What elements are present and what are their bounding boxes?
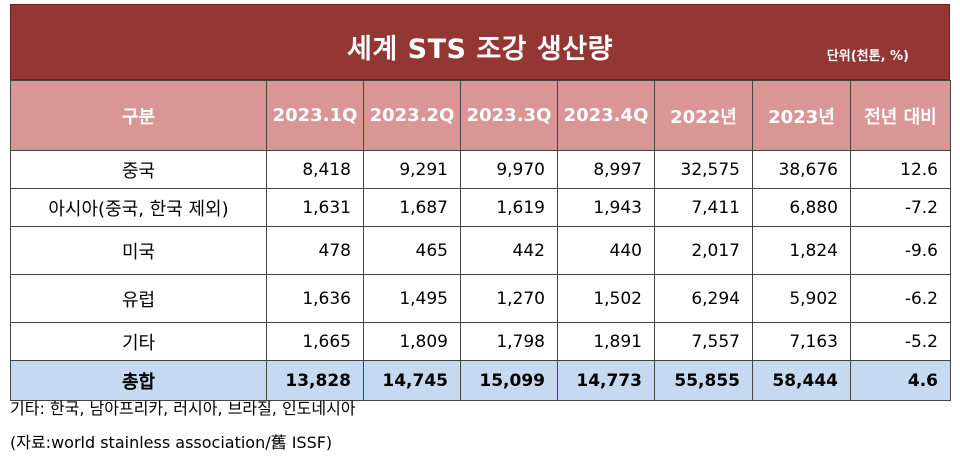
col-header-category: 구분 <box>10 80 267 151</box>
title-bar: 세계 STS 조강 생산량 단위(천톤, %) <box>10 4 950 80</box>
cell: 8,418 <box>266 150 364 189</box>
cell: 7,411 <box>654 188 753 227</box>
row-label: 중국 <box>10 150 267 189</box>
cell: 7,557 <box>654 322 753 361</box>
col-header-2022: 2022년 <box>654 80 753 151</box>
others-note: 기타: 한국, 남아프리카, 러시아, 브라질, 인도네시아 <box>10 399 356 418</box>
cell: 9,970 <box>460 150 558 189</box>
cell: 1,798 <box>460 322 558 361</box>
col-header-2023-3q: 2023.3Q <box>460 80 558 151</box>
cell: 1,631 <box>266 188 364 227</box>
col-header-2023-4q: 2023.4Q <box>557 80 655 151</box>
cell: 32,575 <box>654 150 753 189</box>
cell: 1,495 <box>363 274 461 323</box>
cell: 1,687 <box>363 188 461 227</box>
table-row: 중국 8,418 9,291 9,970 8,997 32,575 38,676… <box>10 150 951 189</box>
cell: -9.6 <box>850 226 951 275</box>
total-cell: 14,773 <box>557 360 655 401</box>
cell: 12.6 <box>850 150 951 189</box>
col-header-2023-1q: 2023.1Q <box>266 80 364 151</box>
cell: 1,824 <box>752 226 851 275</box>
cell: 478 <box>266 226 364 275</box>
total-cell: 14,745 <box>363 360 461 401</box>
row-label: 기타 <box>10 322 267 361</box>
col-header-2023-2q: 2023.2Q <box>363 80 461 151</box>
cell: 38,676 <box>752 150 851 189</box>
total-cell: 58,444 <box>752 360 851 401</box>
table-row: 아시아(중국, 한국 제외) 1,631 1,687 1,619 1,943 7… <box>10 188 951 227</box>
source-note: (자료:world stainless association/舊 ISSF) <box>10 433 333 452</box>
cell: 465 <box>363 226 461 275</box>
cell: -6.2 <box>850 274 951 323</box>
cell: 1,270 <box>460 274 558 323</box>
cell: 6,880 <box>752 188 851 227</box>
row-label: 유럽 <box>10 274 267 323</box>
cell: 8,997 <box>557 150 655 189</box>
table-title: 세계 STS 조강 생산량 <box>347 34 613 65</box>
cell: 1,619 <box>460 188 558 227</box>
production-table: 구분 2023.1Q 2023.2Q 2023.3Q 2023.4Q 2022년… <box>10 80 951 401</box>
cell: -5.2 <box>850 322 951 361</box>
cell: 1,636 <box>266 274 364 323</box>
footnotes: 기타: 한국, 남아프리카, 러시아, 브라질, 인도네시아 (자료:world… <box>10 392 356 458</box>
row-label: 아시아(중국, 한국 제외) <box>10 188 267 227</box>
total-cell: 15,099 <box>460 360 558 401</box>
row-label: 미국 <box>10 226 267 275</box>
cell: 1,809 <box>363 322 461 361</box>
total-cell: 55,855 <box>654 360 753 401</box>
cell: 1,943 <box>557 188 655 227</box>
cell: 1,665 <box>266 322 364 361</box>
cell: 9,291 <box>363 150 461 189</box>
unit-label: 단위(천톤, %) <box>826 49 909 64</box>
header-row: 구분 2023.1Q 2023.2Q 2023.3Q 2023.4Q 2022년… <box>10 80 951 151</box>
table-row: 유럽 1,636 1,495 1,270 1,502 6,294 5,902 -… <box>10 274 951 323</box>
cell: -7.2 <box>850 188 951 227</box>
col-header-2023: 2023년 <box>752 80 851 151</box>
cell: 6,294 <box>654 274 753 323</box>
total-label: 총합 <box>10 360 267 401</box>
total-cell: 4.6 <box>850 360 951 401</box>
cell: 2,017 <box>654 226 753 275</box>
cell: 5,902 <box>752 274 851 323</box>
table-row: 미국 478 465 442 440 2,017 1,824 -9.6 <box>10 226 951 275</box>
col-header-yoy: 전년 대비 <box>850 80 951 151</box>
table-row: 기타 1,665 1,809 1,798 1,891 7,557 7,163 -… <box>10 322 951 361</box>
cell: 1,891 <box>557 322 655 361</box>
production-table-sheet: 세계 STS 조강 생산량 단위(천톤, %) 구분 2023.1Q 2023.… <box>10 4 951 401</box>
total-row: 총합 13,828 14,745 15,099 14,773 55,855 58… <box>10 360 951 401</box>
cell: 440 <box>557 226 655 275</box>
cell: 442 <box>460 226 558 275</box>
cell: 7,163 <box>752 322 851 361</box>
cell: 1,502 <box>557 274 655 323</box>
